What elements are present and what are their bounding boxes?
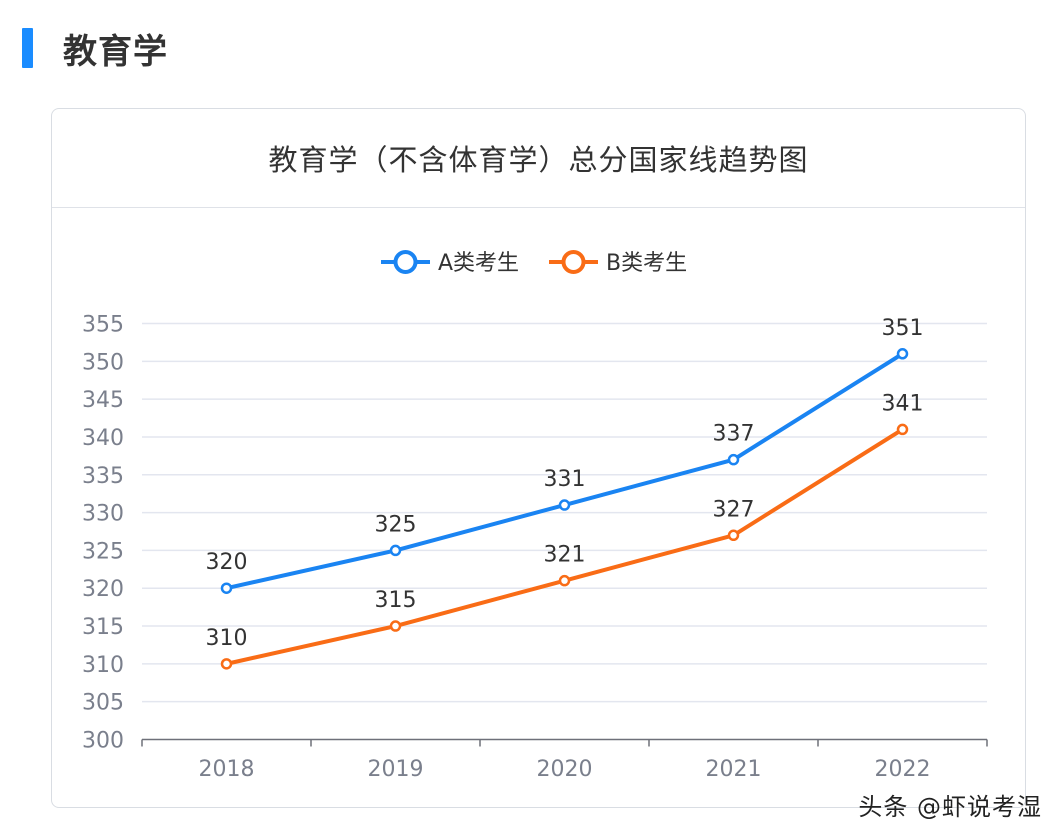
chart-title: 教育学（不含体育学）总分国家线趋势图 [268,143,809,177]
y-tick-label-300: 300 [82,729,124,754]
x-tick-label-2020: 2020 [537,757,593,782]
data-point-0-3 [727,453,740,466]
accent-bar [22,28,33,68]
y-tick-label-330: 330 [82,502,124,527]
data-label-0-0: 320 [206,550,248,575]
data-point-0-4 [896,348,909,360]
watermark: 头条 @虾说考湿 [858,793,1042,821]
legend-label-1: B类考生 [606,251,687,276]
legend-marker-1 [561,250,586,274]
data-point-0-0 [220,582,233,594]
card-header: 教育学（不含体育学）总分国家线趋势图 [52,109,1025,208]
y-tick-label-315: 315 [82,615,124,640]
data-label-1-2: 321 [544,543,586,568]
y-tick-label-345: 345 [82,388,124,413]
y-tick-label-340: 340 [82,426,124,451]
chart-card: 教育学（不含体育学）总分国家线趋势图 [51,108,1026,808]
data-point-1-3 [727,529,740,542]
data-point-1-4 [896,423,909,436]
data-point-0-2 [558,499,571,511]
data-label-1-4: 341 [882,391,924,416]
y-tick-label-335: 335 [82,464,124,489]
data-label-0-3: 337 [713,422,755,447]
data-label-0-2: 331 [544,467,586,492]
y-tick-label-310: 310 [82,653,124,678]
x-tick-label-2021: 2021 [706,757,762,782]
legend-marker-0 [393,250,418,274]
x-tick-label-2019: 2019 [368,757,424,782]
data-label-1-0: 310 [206,626,248,651]
section-header: 教育学 [22,26,168,72]
x-tick-label-2018: 2018 [199,757,255,782]
data-label-1-3: 327 [713,497,755,522]
data-point-1-2 [558,574,571,587]
y-tick-label-350: 350 [82,350,124,375]
x-tick-label-2022: 2022 [875,757,931,782]
y-tick-label-320: 320 [82,577,124,602]
data-label-1-1: 315 [375,588,417,613]
data-point-1-1 [389,620,402,632]
data-label-0-1: 325 [375,512,417,537]
data-point-0-1 [389,544,402,557]
y-tick-label-305: 305 [82,691,124,716]
data-point-1-0 [220,658,233,670]
section-title: 教育学 [63,31,168,72]
y-tick-label-355: 355 [82,313,124,338]
y-tick-label-325: 325 [82,539,124,564]
data-label-0-4: 351 [882,316,924,341]
legend-label-0: A类考生 [438,251,519,276]
